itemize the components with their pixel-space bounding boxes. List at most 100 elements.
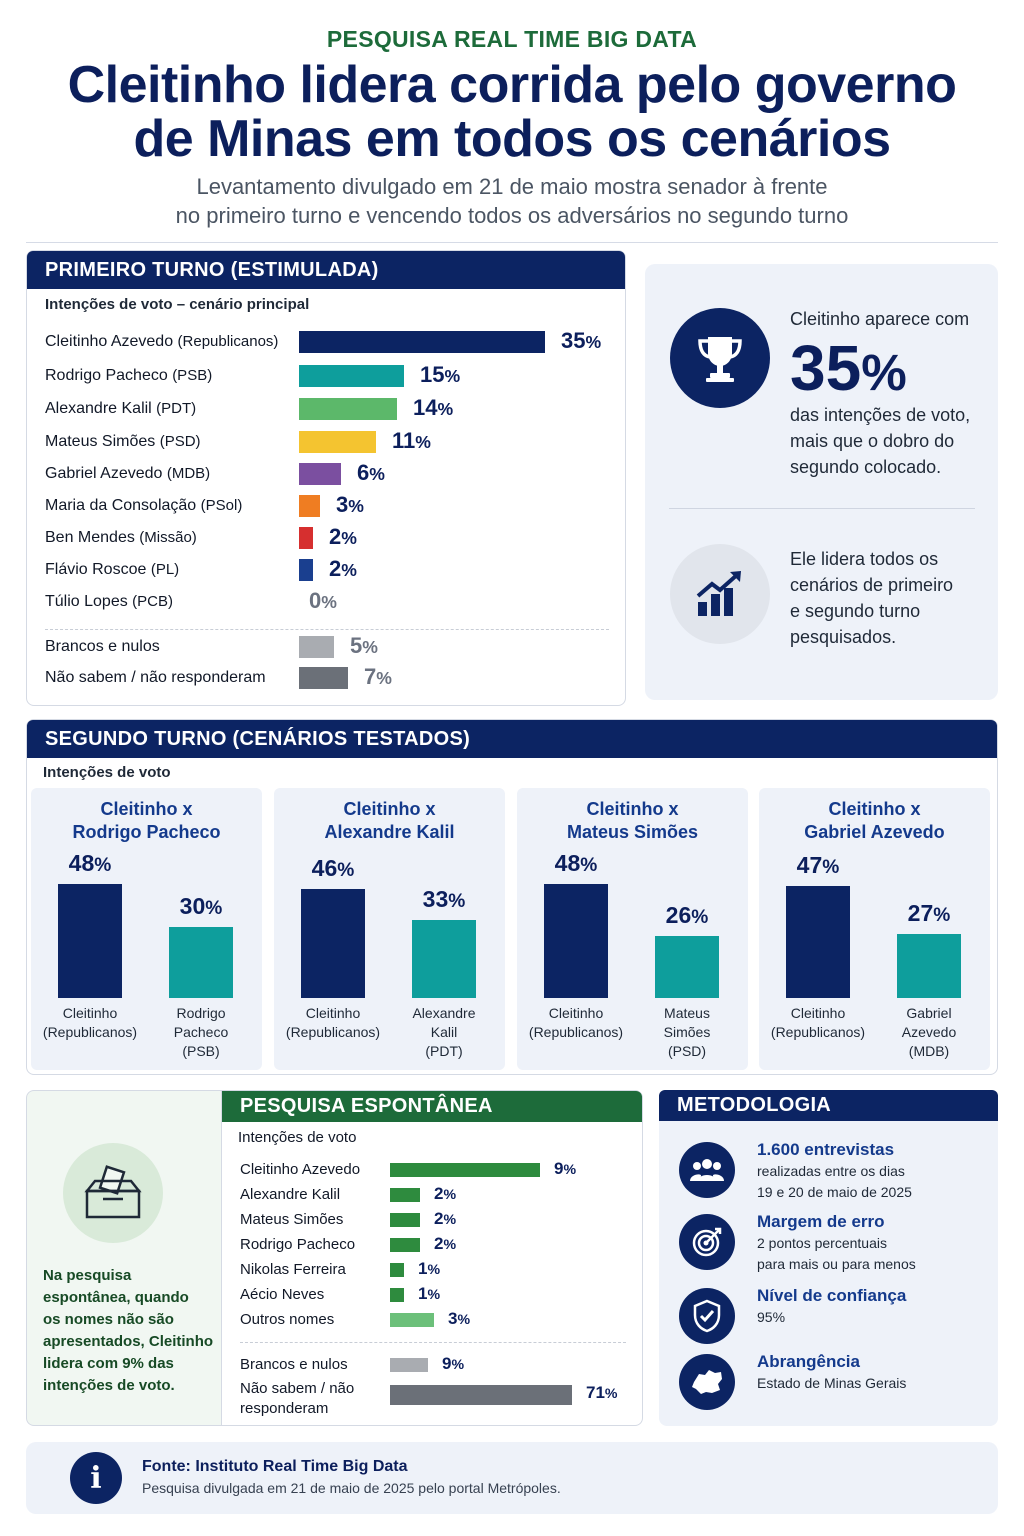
second-round-label-line-2: Azevedo — [901, 1024, 957, 1040]
footer-note: Pesquisa divulgada em 21 de maio de 2025… — [142, 1480, 561, 1496]
second-round-scenario-title-line-1: Cleitinho x — [586, 799, 679, 819]
first-round-bar — [299, 495, 320, 517]
highlight-description: das intenções de voto, mais que o dobro … — [790, 402, 970, 480]
second-round-candidate-label: Mateus Simões (PSD) — [631, 1004, 743, 1061]
first-round-value-unit: % — [444, 366, 461, 386]
spontaneous-value: 2% — [434, 1209, 457, 1228]
highlight-big-unit: % — [861, 344, 907, 401]
methodology-item-text: 95% — [757, 1307, 785, 1328]
first-round-value-unit: % — [362, 637, 378, 657]
spontaneous-value: 9% — [554, 1159, 577, 1178]
second-round-label-line-1: Rodrigo — [176, 1005, 226, 1021]
second-round-candidate-label: Rodrigo Pacheco (PSB) — [145, 1004, 257, 1061]
ballot-box-icon — [63, 1143, 163, 1243]
growth-chart-icon-svg — [696, 571, 741, 616]
methodology-title: METODOLOGIA — [659, 1090, 998, 1121]
first-round-candidate-label: Flávio Roscoe (PL) — [45, 561, 180, 578]
second-round-value-unit: % — [691, 907, 709, 928]
spontaneous-note-2: espontânea, quando — [43, 1289, 189, 1306]
second-round-bar — [786, 886, 850, 998]
highlight-line-2: das intenções de voto, — [790, 405, 971, 425]
spontaneous-note-panel: Na pesquisa espontânea, quando os nomes … — [26, 1090, 222, 1426]
highlight-box: Cleitinho aparece com 35% das intenções … — [645, 264, 998, 700]
first-round-value-unit: % — [437, 399, 454, 419]
spontaneous-note-1: Na pesquisa — [43, 1267, 132, 1284]
spontaneous-value-unit: % — [443, 1212, 457, 1228]
spontaneous-value: 9% — [442, 1354, 465, 1373]
spontaneous-bar — [390, 1385, 572, 1405]
second-round-value: 47% — [796, 852, 840, 878]
spontaneous-candidate-label: Cleitinho Azevedo — [240, 1161, 361, 1178]
second-round-label-line-1: Alexandre — [412, 1005, 476, 1021]
spontaneous-candidate-label: Rodrigo Pacheco — [240, 1236, 356, 1253]
second-round-bar — [169, 927, 233, 998]
first-round-value: 15% — [420, 362, 461, 387]
highlight-lead-3: e segundo turno — [790, 601, 921, 621]
first-round-value: 2% — [329, 556, 357, 581]
second-round-label-line-3: (PSB) — [182, 1043, 220, 1059]
first-round-candidate-label: Túlio Lopes (PCB) — [45, 593, 174, 610]
second-round-scenario-title-line-2: Mateus Simões — [566, 822, 699, 842]
first-round-party: (PSB) — [172, 367, 213, 384]
second-round-candidate-label: Cleitinho (Republicanos) — [762, 1004, 874, 1042]
first-round-party: (Missão) — [139, 529, 197, 546]
spontaneous-value: 2% — [434, 1234, 457, 1253]
first-round-bar — [299, 431, 376, 453]
spontaneous-note: Na pesquisa espontânea, quando os nomes … — [43, 1265, 213, 1397]
first-round-bar — [299, 527, 313, 549]
spontaneous-value: 1% — [418, 1259, 441, 1278]
spontaneous-note-4: apresentados, Cleitinho — [43, 1333, 214, 1350]
spontaneous-candidate-label: Brancos e nulos — [240, 1356, 348, 1373]
second-round-scenario-title-line-2: Rodrigo Pacheco — [72, 822, 221, 842]
second-round-value: 33% — [422, 886, 466, 912]
methodology-item-text-line-2: para mais ou para menos — [757, 1256, 916, 1272]
highlight-line-1: Cleitinho aparece com — [790, 309, 970, 329]
methodology-item-text-line-1: 2 pontos percentuais — [757, 1235, 887, 1251]
first-round-value: 0% — [309, 588, 337, 613]
second-round-value: 48% — [554, 850, 598, 876]
methodology-item-text-line-1: 95% — [757, 1309, 786, 1325]
spontaneous-value-unit: % — [604, 1386, 618, 1402]
second-round-scenario-title-line-1: Cleitinho x — [828, 799, 921, 819]
first-round-candidate-label: Rodrigo Pacheco (PSB) — [45, 367, 213, 384]
second-round-label-line-2: Kalil — [430, 1024, 458, 1040]
header-divider — [26, 242, 998, 243]
first-round-candidate-label: Maria da Consolação (PSol) — [45, 497, 243, 514]
spontaneous-subtitle: Intenções de voto — [238, 1129, 357, 1146]
spontaneous-value: 71% — [586, 1383, 618, 1402]
second-round-label-line-3: (PDT) — [425, 1043, 463, 1059]
methodology-item-text: realizadas entre os dias 19 e 20 de maio … — [757, 1161, 912, 1203]
headline-line-2: de Minas em todos os cenários — [133, 110, 891, 168]
second-round-label-line-1: Cleitinho — [790, 1005, 846, 1021]
spontaneous-value-unit: % — [427, 1287, 441, 1303]
spontaneous-candidate-label: Outros nomes — [240, 1311, 335, 1328]
first-round-candidate-label: Ben Mendes (Missão) — [45, 529, 197, 546]
second-round-label-line-2: Pacheco — [173, 1024, 229, 1040]
second-round-value-unit: % — [337, 860, 355, 881]
spontaneous-note-6: intenções de voto. — [43, 1377, 175, 1394]
footer: i Fonte: Instituto Real Time Big Data Pe… — [26, 1442, 998, 1514]
second-round-label-line-1: Gabriel — [906, 1005, 952, 1021]
second-round-scenario-title: Cleitinho x Alexandre Kalil — [274, 798, 505, 844]
first-round-value: 3% — [336, 492, 364, 517]
kicker: PESQUISA REAL TIME BIG DATA — [326, 26, 698, 52]
spontaneous-value-unit: % — [451, 1357, 465, 1373]
spontaneous-bar — [390, 1313, 434, 1327]
spontaneous-value-unit: % — [427, 1262, 441, 1278]
methodology-item-title: Margem de erro — [757, 1212, 885, 1231]
second-round-label-line-3: (PSD) — [667, 1043, 707, 1059]
spontaneous-bar — [390, 1213, 420, 1227]
highlight-lead-2: cenários de primeiro — [790, 575, 954, 595]
highlight-line-3: mais que o dobro do — [790, 431, 955, 451]
second-round-value: 48% — [68, 850, 112, 876]
first-round-value-unit: % — [376, 668, 392, 688]
methodology-panel: METODOLOGIA 1.600 entrevistas realizadas … — [659, 1090, 998, 1426]
headline-line-1: Cleitinho lidera corrida pelo governo — [67, 56, 957, 114]
methodology-item-text-line-1: Estado de Minas Gerais — [757, 1375, 907, 1391]
second-round-scenario-title: Cleitinho x Mateus Simões — [517, 798, 748, 844]
spontaneous-bar — [390, 1358, 428, 1372]
second-round-label-line-2: (Republicanos) — [285, 1024, 381, 1040]
second-round-scenario-title-line-2: Gabriel Azevedo — [804, 822, 945, 842]
first-round-bar — [299, 463, 341, 485]
subtitle: Levantamento divulgado em 21 de maio mos… — [0, 172, 1024, 230]
